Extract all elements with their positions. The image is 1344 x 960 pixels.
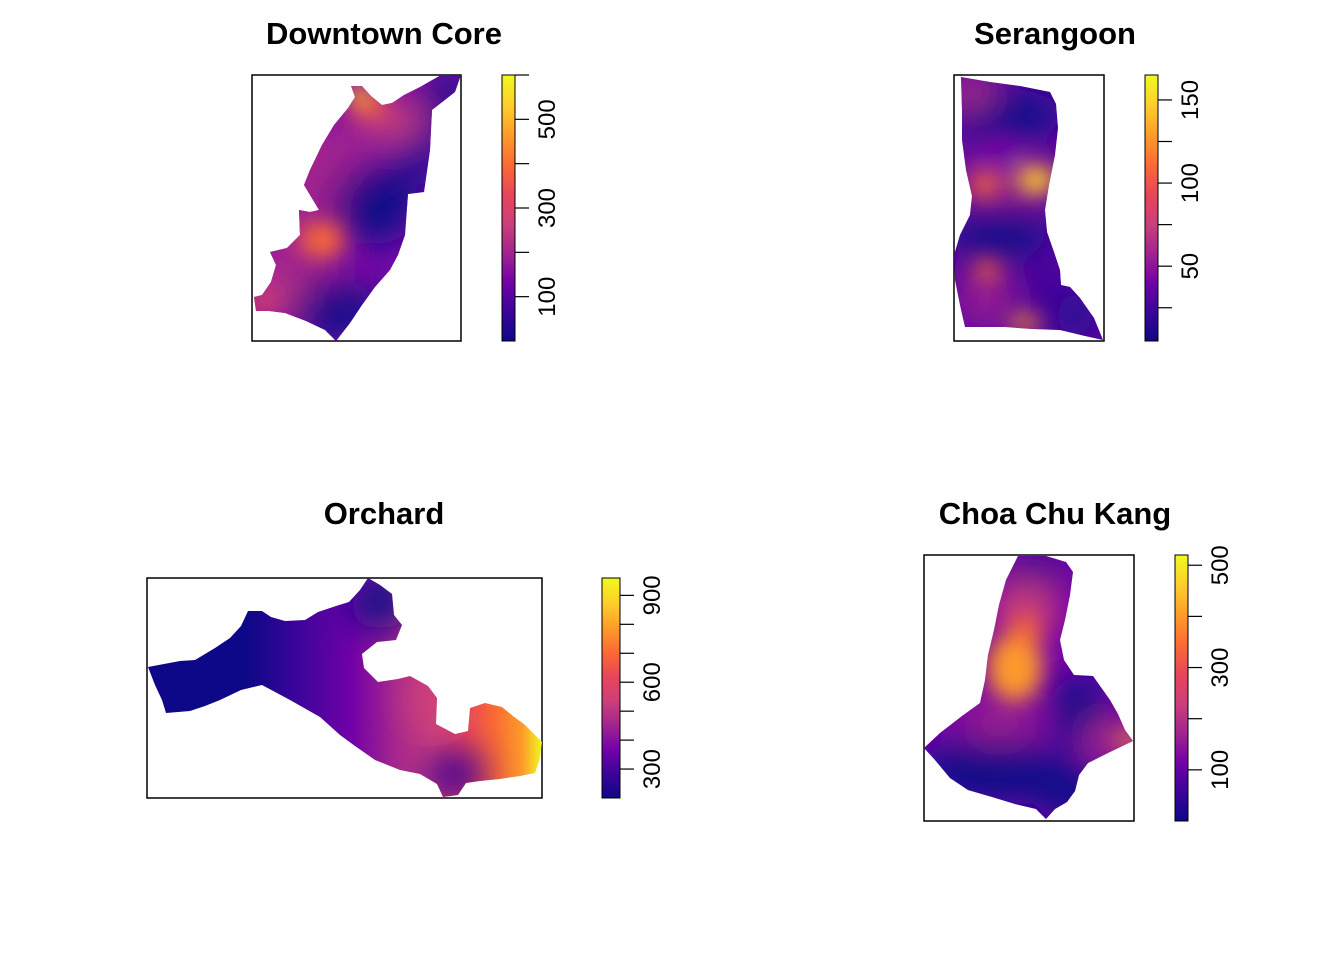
colorbar bbox=[602, 578, 620, 798]
panel-title: Choa Chu Kang bbox=[939, 496, 1172, 531]
legend-tick-label: 300 bbox=[534, 188, 561, 228]
legend-tick-label: 100 bbox=[1177, 163, 1204, 203]
map-frame bbox=[923, 554, 1135, 822]
legend-tick-label: 50 bbox=[1177, 253, 1204, 280]
legend-tick-label: 500 bbox=[1207, 545, 1234, 585]
legend-tick-label: 300 bbox=[1207, 648, 1234, 688]
legend-serangoon: 50 100 150 bbox=[1144, 74, 1204, 342]
colorbar bbox=[502, 75, 515, 341]
colorbar bbox=[1175, 555, 1188, 821]
density-surface bbox=[148, 578, 542, 797]
density-surface bbox=[924, 556, 1133, 819]
legend-tick-label: 100 bbox=[1207, 750, 1234, 790]
legend-tick-label: 100 bbox=[534, 277, 561, 317]
legend-tick-label: 600 bbox=[639, 662, 666, 702]
map-frame bbox=[953, 74, 1105, 342]
density-surface bbox=[254, 75, 461, 341]
colorbar bbox=[1145, 75, 1158, 341]
panel-downtown-core: Downtown Core bbox=[251, 16, 561, 342]
legend-downtown-core: 100 300 500 bbox=[501, 74, 561, 342]
panel-title: Serangoon bbox=[974, 16, 1136, 51]
panel-title: Orchard bbox=[324, 496, 445, 531]
legend-choa-chu-kang: 100 300 500 bbox=[1174, 545, 1234, 822]
legend-tick-label: 500 bbox=[534, 99, 561, 139]
density-surface bbox=[954, 77, 1103, 340]
panel-serangoon: Serangoon bbox=[953, 16, 1204, 342]
legend-tick-label: 300 bbox=[639, 749, 666, 789]
map-frame bbox=[251, 74, 462, 342]
legend-tick-label: 150 bbox=[1177, 80, 1204, 120]
map-frame bbox=[146, 577, 543, 799]
panel-title: Downtown Core bbox=[266, 16, 502, 51]
panel-choa-chu-kang: Choa Chu Kang 100 300 500 bbox=[923, 496, 1234, 822]
legend-orchard: 300 600 900 bbox=[601, 575, 666, 799]
legend-tick-label: 900 bbox=[639, 575, 666, 615]
panel-orchard: Orchard bbox=[146, 496, 666, 799]
